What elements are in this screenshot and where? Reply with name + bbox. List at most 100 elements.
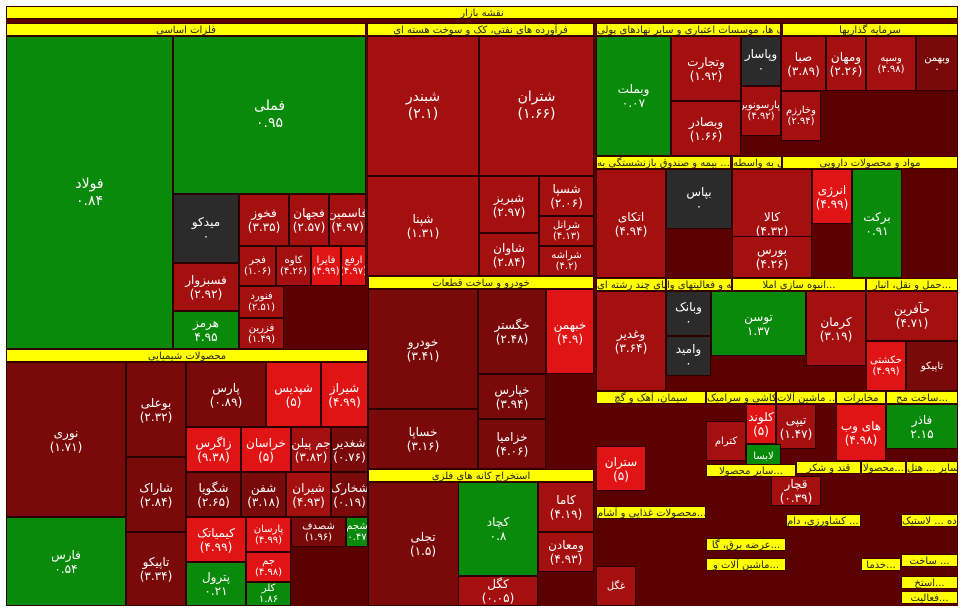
tile-symbol: فجر — [249, 255, 266, 266]
treemap-tile[interactable]: خگستر (۲.۴۸) — [478, 289, 546, 374]
treemap-tile[interactable]: شیراز (۴.۹۹) — [321, 362, 368, 427]
treemap-tile[interactable]: ومهان (۲.۲۶) — [826, 36, 866, 91]
sector-header: مواد و محصولات دارویی — [782, 156, 958, 169]
treemap-tile[interactable]: تیپی (۱.۴۷) — [776, 404, 816, 449]
treemap-tile[interactable]: شرانل (۴.۱۳) — [539, 216, 594, 246]
treemap-tile[interactable]: نوری (۱.۷۱) — [6, 362, 126, 517]
sector-header: استخ... — [901, 576, 958, 589]
treemap-tile[interactable]: شپنا (۱.۳۱) — [367, 176, 479, 276]
treemap-tile[interactable]: وبملت ۰.۰۷ — [596, 36, 671, 156]
treemap-tile[interactable]: جم (۴.۹۸) — [246, 552, 291, 582]
treemap-tile[interactable]: حآفرین (۴.۷۱) — [866, 291, 958, 341]
treemap-tile[interactable]: وبانک ۰ — [666, 291, 711, 336]
treemap-tile[interactable]: کاوه (۴.۲۶) — [276, 246, 311, 286]
tile-change: ۰.۵۴ — [54, 561, 78, 576]
treemap-tile[interactable]: پترول ۰.۲۱ — [186, 562, 246, 606]
treemap-tile[interactable]: فجر (۱.۰۶) — [239, 246, 276, 286]
treemap-tile[interactable]: وخارزم (۲.۹۴) — [781, 91, 821, 141]
tile-symbol: فاذر — [911, 412, 933, 427]
treemap-tile[interactable]: شجم ۰.۴۷ — [346, 517, 368, 547]
treemap-tile[interactable]: شپدیس (۵) — [266, 362, 321, 427]
treemap-tile[interactable]: شگویا (۲.۶۵) — [186, 472, 241, 517]
treemap-tile[interactable]: فاسمین (۴.۹۷) — [329, 194, 366, 246]
tile-symbol: خپارس — [494, 382, 530, 397]
treemap-tile[interactable]: شاراک (۲.۸۴) — [126, 457, 186, 532]
treemap-tile[interactable]: کگل (۰.۰۵) — [458, 576, 538, 606]
treemap-tile[interactable]: شفن (۳.۱۸) — [241, 472, 286, 517]
treemap-tile[interactable]: وپاسار ۰ — [741, 36, 781, 86]
treemap-tile[interactable]: کیمیاتک (۴.۹۹) — [186, 517, 246, 562]
treemap-tile[interactable]: جم پیلن (۳.۸۲) — [291, 427, 331, 472]
treemap-tile[interactable]: حکشتی (۴.۹۹) — [866, 341, 906, 391]
treemap-tile[interactable]: کترام — [706, 421, 746, 461]
treemap-tile[interactable]: برکت ۰.۹۱ — [852, 169, 902, 278]
sector-header: ماشین آلات ... — [776, 391, 836, 404]
treemap-tile[interactable]: فولاد ۰.۸۴ — [6, 36, 173, 349]
treemap-tile[interactable]: کچاد ۰.۸ — [458, 482, 538, 576]
treemap-tile[interactable]: فنورد (۲.۵۱) — [239, 286, 284, 318]
treemap-tile[interactable]: تاپیکو — [906, 341, 958, 391]
treemap-tile[interactable]: فسبزوار (۲.۹۲) — [173, 263, 239, 311]
treemap-tile[interactable]: فملی ۰.۹۵ — [173, 36, 366, 194]
treemap-tile[interactable]: شخارک (۰.۱۹) — [331, 472, 368, 517]
tile-symbol: شاراک — [139, 480, 173, 495]
treemap-tile[interactable]: پارسان (۴.۹۹) — [246, 517, 291, 552]
treemap-tile[interactable]: قچار (۰.۳۹) — [771, 476, 821, 506]
treemap-tile[interactable]: خبهمن (۴.۹) — [546, 289, 594, 374]
treemap-tile[interactable]: شبریز (۲.۹۷) — [479, 176, 539, 233]
treemap-tile[interactable]: وامید ۰ — [666, 336, 711, 376]
treemap-tile[interactable]: بپاس ۰ — [666, 169, 732, 229]
tile-symbol: کگل — [487, 577, 509, 591]
treemap-tile[interactable]: وغدیر (۳.۶۴) — [596, 291, 666, 391]
tile-symbol: ومعادن — [548, 538, 584, 552]
treemap-tile[interactable]: شتران (۱.۶۶) — [479, 36, 594, 176]
tile-change: (۴.۹۷) — [341, 266, 366, 277]
treemap-tile[interactable]: غگل — [596, 566, 636, 606]
treemap-tile[interactable]: خساپا (۳.۱۶) — [368, 409, 478, 469]
treemap-tile[interactable]: کلوند (۵) — [746, 404, 776, 444]
treemap-tile[interactable]: کرمان (۳.۱۹) — [806, 291, 866, 366]
treemap-tile[interactable]: شراشه (۴.۲) — [539, 246, 594, 276]
treemap-tile[interactable]: فارس ۰.۵۴ — [6, 517, 126, 606]
treemap-tile[interactable]: خودرو (۳.۴۱) — [368, 289, 478, 409]
treemap-tile[interactable]: خراسان (۵) — [241, 427, 291, 472]
treemap-tile[interactable]: شسپا (۲.۰۶) — [539, 176, 594, 216]
treemap-tile[interactable]: صبا (۳.۸۹) — [781, 36, 826, 91]
treemap-tile[interactable]: کاما (۴.۱۹) — [538, 482, 594, 532]
treemap-tile[interactable]: میدکو ۰ — [173, 194, 239, 263]
treemap-tile[interactable]: های وب (۴.۹۸) — [836, 404, 886, 461]
treemap-tile[interactable]: وبصادر (۱.۶۶) — [671, 101, 741, 156]
sector-header: بانک ها، موسسات اعتباری و سایر نهادهای پ… — [596, 23, 781, 36]
treemap-tile[interactable]: فایرا (۴.۹۹) — [311, 246, 341, 286]
treemap-tile[interactable]: ارفع (۴.۹۷) — [341, 246, 366, 286]
treemap-tile[interactable]: تاپیکو (۳.۳۴) — [126, 532, 186, 606]
treemap-tile[interactable]: زاگرس (۹.۳۸) — [186, 427, 241, 472]
treemap-tile[interactable]: هرمز ۴.۹۵ — [173, 311, 239, 349]
treemap-tile[interactable]: وتجارت (۱.۹۲) — [671, 36, 741, 101]
treemap-tile[interactable]: شبندر (۲.۱) — [367, 36, 479, 176]
treemap-tile[interactable]: کلر ۱.۸۶ — [246, 582, 291, 606]
treemap-tile[interactable]: خزامیا (۴.۰۶) — [478, 419, 546, 469]
treemap-tile[interactable]: فخوز (۳.۳۵) — [239, 194, 289, 246]
treemap-tile[interactable]: فاذر ۲.۱۵ — [886, 404, 958, 449]
treemap-tile[interactable]: وپارسونوین(۴.۹۲) — [741, 86, 781, 136]
treemap-tile[interactable]: شاوان (۲.۸۴) — [479, 233, 539, 276]
treemap-tile[interactable]: ومعادن (۴.۹۳) — [538, 532, 594, 572]
tile-symbol: فسبزوار — [185, 273, 227, 287]
treemap-tile[interactable]: بوعلی (۲.۳۲) — [126, 362, 186, 457]
treemap-tile[interactable]: خپارس (۳.۹۴) — [478, 374, 546, 419]
treemap-tile[interactable]: وبهمن ۰ — [916, 36, 958, 91]
treemap-tile[interactable]: فجهان (۲.۵۷) — [289, 194, 329, 246]
treemap-tile[interactable]: فزرین (۱.۴۹) — [239, 318, 284, 349]
treemap-tile[interactable]: پارس (۰.۸۹) — [186, 362, 266, 427]
treemap-tile[interactable]: اتکای (۴.۹۴) — [596, 169, 666, 278]
treemap-tile[interactable]: ستران (۵) — [596, 446, 646, 491]
sector-header: محصولات غذایی و آشام... — [596, 506, 706, 519]
treemap-tile[interactable]: شصدف (۱.۹۶) — [291, 517, 346, 547]
treemap-tile[interactable]: انرژی (۴.۹۹) — [812, 169, 852, 224]
treemap-tile[interactable]: وسپه (۴.۹۸) — [866, 36, 916, 91]
treemap-tile[interactable]: شیران (۴.۹۳) — [286, 472, 331, 517]
treemap-tile[interactable]: بورس (۴.۲۶) — [732, 236, 812, 278]
treemap-tile[interactable]: توسن ۱.۳۷ — [711, 291, 806, 356]
treemap-tile[interactable]: شغدیر (۰.۷۶) — [331, 427, 368, 472]
